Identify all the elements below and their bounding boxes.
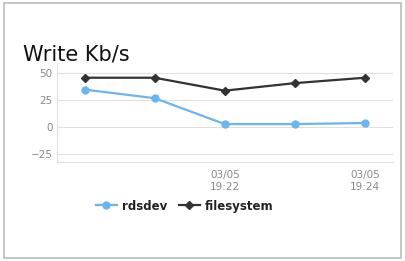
filesystem: [222, 89, 227, 92]
filesystem: [292, 81, 297, 85]
rdsdev: [82, 88, 87, 91]
Line: rdsdev: rdsdev: [81, 86, 368, 128]
rdsdev: [152, 97, 157, 100]
rdsdev: [292, 122, 297, 126]
Line: filesystem: filesystem: [81, 75, 368, 94]
filesystem: [152, 76, 157, 79]
rdsdev: [222, 122, 227, 126]
Text: Write Kb/s: Write Kb/s: [23, 45, 130, 65]
filesystem: [82, 76, 87, 79]
rdsdev: [362, 121, 367, 124]
filesystem: [362, 76, 367, 79]
Legend: rdsdev, filesystem: rdsdev, filesystem: [91, 195, 278, 217]
